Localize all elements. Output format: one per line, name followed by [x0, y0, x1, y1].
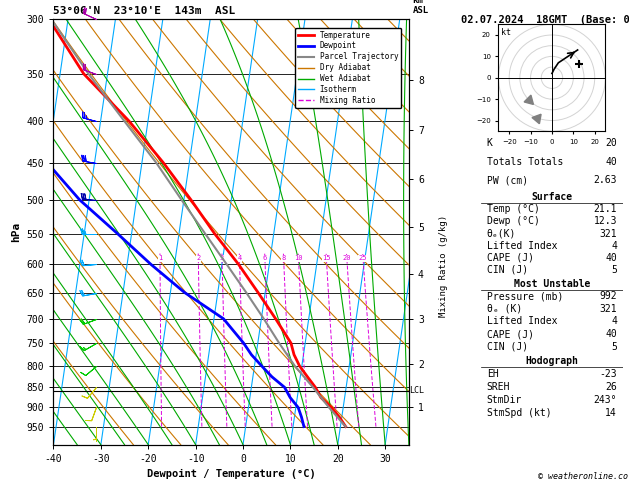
Text: 15: 15 [322, 255, 331, 261]
Text: 4: 4 [611, 316, 617, 327]
Text: kt: kt [501, 28, 511, 36]
Text: 3: 3 [220, 255, 224, 261]
Text: 40: 40 [605, 329, 617, 339]
Text: 40: 40 [605, 156, 617, 167]
Text: StmDir: StmDir [487, 395, 522, 405]
Text: Dewp (°C): Dewp (°C) [487, 216, 540, 226]
Text: θₑ(K): θₑ(K) [487, 228, 516, 239]
Text: 26: 26 [605, 382, 617, 392]
Text: 243°: 243° [594, 395, 617, 405]
Y-axis label: hPa: hPa [11, 222, 21, 242]
Text: 992: 992 [599, 291, 617, 301]
Text: Temp (°C): Temp (°C) [487, 204, 540, 214]
Text: 321: 321 [599, 228, 617, 239]
Text: PW (cm): PW (cm) [487, 175, 528, 185]
Text: 1: 1 [158, 255, 162, 261]
Text: SREH: SREH [487, 382, 510, 392]
Text: Mixing Ratio (g/kg): Mixing Ratio (g/kg) [439, 215, 448, 317]
Text: 40: 40 [605, 253, 617, 263]
Text: 2: 2 [196, 255, 201, 261]
Text: km
ASL: km ASL [413, 0, 428, 15]
Text: 6: 6 [263, 255, 267, 261]
Text: StmSpd (kt): StmSpd (kt) [487, 408, 552, 418]
Text: 10: 10 [294, 255, 303, 261]
Text: Lifted Index: Lifted Index [487, 241, 557, 251]
Text: 4: 4 [611, 241, 617, 251]
Text: 02.07.2024  18GMT  (Base: 06): 02.07.2024 18GMT (Base: 06) [461, 15, 629, 25]
Text: -23: -23 [599, 369, 617, 379]
Text: 321: 321 [599, 304, 617, 314]
Text: © weatheronline.co.uk: © weatheronline.co.uk [538, 472, 629, 481]
Text: EH: EH [487, 369, 499, 379]
Text: Pressure (mb): Pressure (mb) [487, 291, 563, 301]
Text: 20: 20 [343, 255, 351, 261]
Text: 5: 5 [611, 342, 617, 351]
Text: 5: 5 [611, 265, 617, 275]
Text: CIN (J): CIN (J) [487, 265, 528, 275]
Text: 14: 14 [605, 408, 617, 418]
Text: 53°06'N  23°10'E  143m  ASL: 53°06'N 23°10'E 143m ASL [53, 6, 236, 16]
Text: 25: 25 [359, 255, 367, 261]
Text: θₑ (K): θₑ (K) [487, 304, 522, 314]
X-axis label: Dewpoint / Temperature (°C): Dewpoint / Temperature (°C) [147, 469, 316, 479]
Text: K: K [487, 138, 493, 148]
Text: Hodograph: Hodograph [525, 356, 579, 366]
Text: 21.1: 21.1 [594, 204, 617, 214]
Text: 4: 4 [237, 255, 242, 261]
Text: CIN (J): CIN (J) [487, 342, 528, 351]
Text: Totals Totals: Totals Totals [487, 156, 563, 167]
Text: 8: 8 [281, 255, 286, 261]
Text: 12.3: 12.3 [594, 216, 617, 226]
Text: 2.63: 2.63 [594, 175, 617, 185]
Legend: Temperature, Dewpoint, Parcel Trajectory, Dry Adiabat, Wet Adiabat, Isotherm, Mi: Temperature, Dewpoint, Parcel Trajectory… [296, 28, 401, 108]
Text: 20: 20 [605, 138, 617, 148]
Text: LCL: LCL [409, 386, 425, 395]
Text: CAPE (J): CAPE (J) [487, 329, 534, 339]
Text: Most Unstable: Most Unstable [514, 279, 590, 289]
Text: Lifted Index: Lifted Index [487, 316, 557, 327]
Text: Surface: Surface [532, 192, 572, 202]
Text: CAPE (J): CAPE (J) [487, 253, 534, 263]
